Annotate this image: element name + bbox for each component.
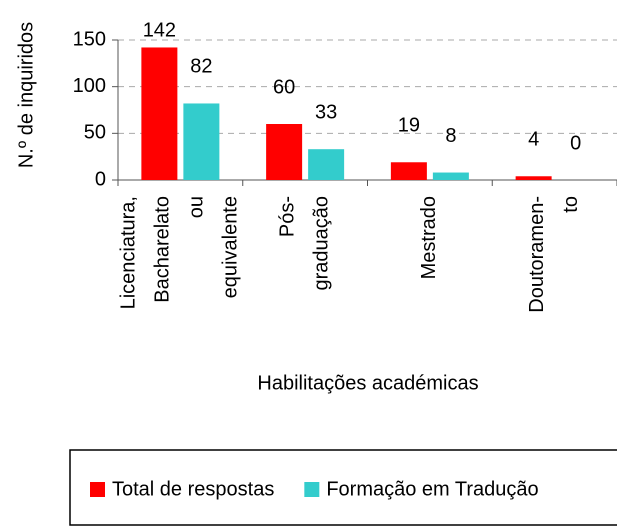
x-axis-title: Habilitações académicas (257, 372, 478, 394)
y-tick-label: 0 (95, 168, 106, 190)
y-axis-title: N.º de inquiridos (15, 22, 37, 168)
legend-label: Total de respostas (112, 478, 274, 500)
x-tick-label: ou (186, 196, 208, 218)
bar (266, 124, 303, 180)
y-tick-label: 100 (73, 75, 106, 97)
legend-label: Formação em Tradução (326, 478, 538, 500)
legend-swatch (304, 482, 320, 497)
x-tick-label: to (560, 196, 582, 213)
bar (141, 47, 178, 180)
value-label: 19 (398, 115, 420, 137)
value-label: 60 (273, 76, 295, 98)
bar (515, 176, 552, 180)
value-label: 33 (315, 101, 337, 123)
bar (183, 103, 220, 180)
y-tick-label: 150 (73, 28, 106, 50)
y-tick-label: 50 (84, 122, 106, 144)
x-tick-label: equivalente (220, 196, 242, 298)
value-label: 142 (143, 19, 176, 41)
value-label: 8 (445, 125, 456, 147)
legend-swatch (90, 482, 105, 497)
legend-box (69, 449, 617, 526)
x-tick-label: Licenciatura, (118, 196, 140, 309)
x-tick-label: Doutoramen- (526, 196, 548, 313)
value-label: 82 (190, 56, 212, 78)
x-tick-label: Mestrado (418, 196, 440, 279)
value-label: 4 (528, 129, 539, 151)
bar (390, 162, 427, 180)
value-label: 0 (570, 132, 581, 154)
x-tick-label: graduação (310, 196, 332, 291)
x-tick-label: Bacharelato (152, 196, 174, 303)
bar (432, 172, 469, 180)
bar (308, 149, 345, 180)
x-tick-label: Pós- (276, 196, 298, 237)
